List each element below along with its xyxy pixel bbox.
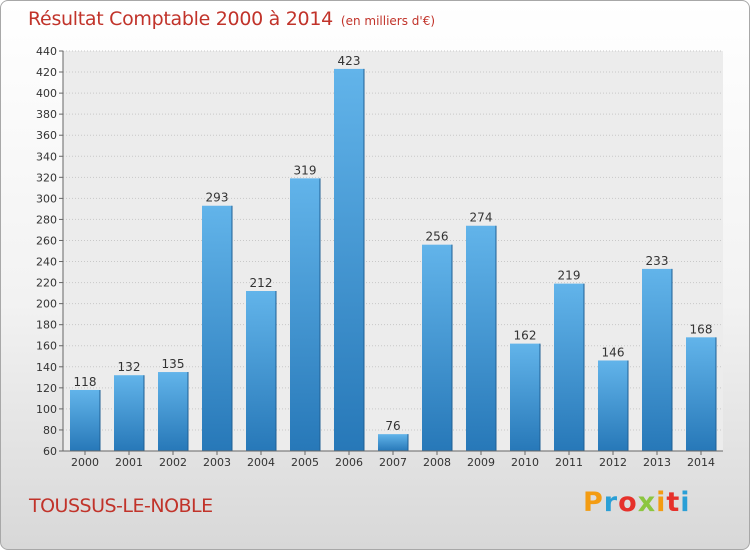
logo-letter: P [583, 487, 604, 518]
value-label-2002: 135 [162, 357, 185, 371]
value-label-2011: 219 [558, 269, 581, 283]
x-tick-label-2014: 2014 [687, 456, 715, 469]
x-tick-label-2003: 2003 [203, 456, 231, 469]
value-label-2012: 146 [602, 345, 625, 359]
value-label-2010: 162 [514, 329, 537, 343]
y-tick-label: 160 [36, 340, 57, 353]
y-tick-label: 200 [36, 298, 57, 311]
y-tick-label: 220 [36, 277, 57, 290]
bar-2014 [686, 337, 716, 451]
chart-title-text: Résultat Comptable 2000 à 2014 [28, 8, 333, 30]
x-tick-label-2012: 2012 [599, 456, 627, 469]
bar-2012 [598, 360, 628, 451]
y-tick-label: 340 [36, 150, 57, 163]
chart-subtitle: (en milliers d'€) [340, 14, 436, 28]
x-tick-label-2006: 2006 [335, 456, 363, 469]
bar-2007 [378, 434, 408, 451]
x-tick-label-2001: 2001 [115, 456, 143, 469]
value-label-2013: 233 [646, 254, 669, 268]
x-tick-label-2013: 2013 [643, 456, 671, 469]
y-tick-label: 260 [36, 234, 57, 247]
y-tick-label: 180 [36, 319, 57, 332]
value-label-2008: 256 [426, 230, 449, 244]
y-tick-label: 100 [36, 403, 57, 416]
chart-title: Résultat Comptable 2000 à 2014 (en millie… [28, 8, 435, 30]
y-tick-label: 140 [36, 361, 57, 374]
y-tick-label: 120 [36, 382, 57, 395]
logo-letter: i [656, 487, 667, 518]
value-label-2009: 274 [470, 211, 493, 225]
bar-2009 [466, 225, 496, 451]
value-label-2006: 423 [338, 54, 361, 68]
x-tick-label-2011: 2011 [555, 456, 583, 469]
y-tick-label: 360 [36, 129, 57, 142]
bar-2004 [246, 291, 276, 451]
value-label-2000: 118 [74, 375, 97, 389]
x-tick-label-2009: 2009 [467, 456, 495, 469]
x-tick-label-2005: 2005 [291, 456, 319, 469]
y-tick-label: 60 [43, 445, 57, 458]
y-tick-label: 320 [36, 171, 57, 184]
x-tick-label-2007: 2007 [379, 456, 407, 469]
bar-2003 [202, 205, 232, 451]
bar-2008 [422, 244, 452, 451]
bar-2005 [290, 178, 320, 452]
bar-2013 [642, 268, 672, 451]
bar-2000 [70, 389, 100, 451]
y-tick-label: 440 [36, 45, 57, 58]
proxiti-logo: Proxiti [583, 487, 691, 518]
y-tick-label: 280 [36, 213, 57, 226]
bar-2002 [158, 372, 188, 451]
value-label-2005: 319 [294, 163, 317, 177]
x-tick-label-2010: 2010 [511, 456, 539, 469]
value-label-2014: 168 [690, 322, 713, 336]
x-tick-label-2004: 2004 [247, 456, 275, 469]
y-tick-label: 300 [36, 192, 57, 205]
logo-letter: t [666, 487, 681, 518]
logo-letter: r [603, 487, 619, 518]
y-tick-label: 380 [36, 108, 57, 121]
x-tick-label-2000: 2000 [71, 456, 99, 469]
x-tick-label-2002: 2002 [159, 456, 187, 469]
logo-letter: x [637, 487, 657, 518]
logo-letter: o [618, 487, 638, 518]
bar-2006 [334, 68, 364, 451]
x-tick-label-2008: 2008 [423, 456, 451, 469]
y-tick-label: 420 [36, 66, 57, 79]
value-label-2001: 132 [118, 360, 141, 374]
y-tick-label: 240 [36, 256, 57, 269]
location-name: TOUSSUS-LE-NOBLE [29, 495, 213, 517]
value-label-2004: 212 [250, 276, 273, 290]
bar-2010 [510, 343, 540, 451]
value-label-2007: 76 [385, 419, 400, 433]
y-tick-label: 400 [36, 87, 57, 100]
value-label-2003: 293 [206, 191, 229, 205]
logo-letter: i [680, 487, 691, 518]
bar-2001 [114, 375, 144, 451]
bar-2011 [554, 283, 584, 451]
y-tick-label: 80 [43, 424, 57, 437]
